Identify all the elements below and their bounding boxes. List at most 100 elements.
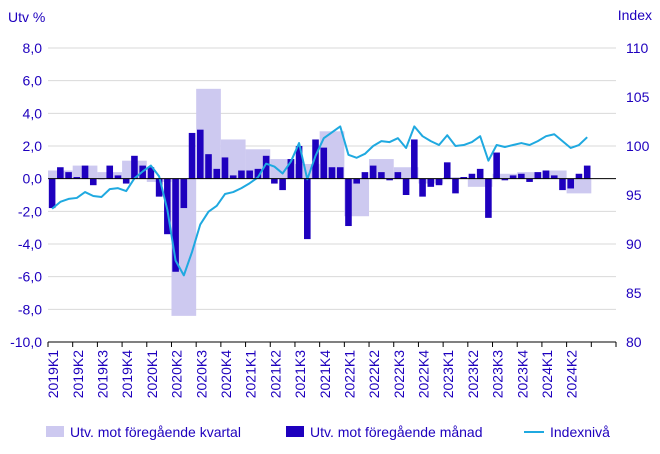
monthly-bar <box>386 178 393 181</box>
monthly-bar <box>180 178 188 209</box>
x-tick-label: 2022K3 <box>391 350 407 398</box>
monthly-bar <box>147 167 155 179</box>
monthly-bar <box>65 172 72 179</box>
monthly-bar <box>361 172 369 179</box>
x-tick-label: 2021K2 <box>267 350 283 398</box>
monthly-bar <box>131 155 138 179</box>
monthly-bar <box>378 172 385 179</box>
quarterly-bar <box>393 167 419 179</box>
y-left-tick-label: 4,0 <box>23 105 43 121</box>
legend: Utv. mot föregående kvartal Utv. mot för… <box>46 424 610 440</box>
monthly-bar <box>221 157 229 179</box>
x-tick-label: 2020K3 <box>193 350 209 398</box>
monthly-bar <box>328 167 336 179</box>
quarterly-bar <box>492 173 518 179</box>
quarterly-bar <box>467 178 493 187</box>
monthly-bar <box>188 132 196 179</box>
x-tick-label: 2022K2 <box>366 350 382 398</box>
monthly-bar <box>213 168 221 179</box>
x-tick-label: 2023K3 <box>490 350 506 398</box>
legend-label-index: Indexnivå <box>550 424 610 440</box>
monthly-bar <box>476 168 484 179</box>
monthly-bar <box>336 167 344 179</box>
x-tick-label: 2020K2 <box>169 350 185 398</box>
x-tick-label: 2022K4 <box>416 350 432 398</box>
index-line-group <box>51 125 588 277</box>
x-tick-label: 2021K3 <box>292 350 308 398</box>
monthly-bar <box>172 178 179 272</box>
monthly-bar <box>229 175 237 179</box>
y-right-tick-label: 80 <box>626 334 642 350</box>
y-left-title: Utv % <box>8 9 45 25</box>
monthly-bar <box>238 170 245 179</box>
monthly-bar <box>271 178 278 184</box>
monthly-bar <box>48 178 56 209</box>
monthly-bar <box>468 173 476 179</box>
y-left-tick-label: -8,0 <box>18 301 42 317</box>
y-left-tick-label: -2,0 <box>18 203 42 219</box>
legend-swatch-monthly <box>286 426 304 437</box>
monthly-bar <box>205 154 212 179</box>
monthly-bar <box>583 165 591 179</box>
legend-label-monthly: Utv. mot föregående månad <box>310 424 483 440</box>
quarterly-bar <box>517 172 542 179</box>
monthly-bar <box>122 178 130 184</box>
monthly-bar <box>443 162 451 179</box>
y-left-tick-label: -10,0 <box>10 334 42 350</box>
x-tick-label: 2019K1 <box>45 350 61 398</box>
y-right-tick-label: 90 <box>626 236 642 252</box>
y-left-tick-label: 0,0 <box>23 171 43 187</box>
monthly-bar <box>509 175 517 179</box>
monthly-bar <box>196 129 204 179</box>
y-right-title: Index <box>618 7 652 23</box>
monthly-bar <box>567 178 575 189</box>
monthly-bar <box>345 178 352 227</box>
x-tick-label: 2019K4 <box>119 350 135 398</box>
monthly-bar <box>246 170 253 179</box>
x-tick-label: 2024K2 <box>564 350 580 398</box>
monthly-bar <box>81 165 89 179</box>
x-tick-label: 2023K2 <box>465 350 481 398</box>
monthly-bar <box>106 165 114 179</box>
y-left-tick-label: 6,0 <box>23 73 43 89</box>
x-tick-label: 2023K4 <box>514 350 530 398</box>
y-left-tick-label: 2,0 <box>23 138 43 154</box>
monthly-bar <box>89 178 97 186</box>
monthly-bar <box>550 175 558 179</box>
x-tick-label: 2019K2 <box>70 350 86 398</box>
monthly-bar <box>73 177 81 179</box>
monthly-bar <box>57 167 64 179</box>
monthly-bar <box>369 165 377 179</box>
monthly-bar <box>254 168 262 179</box>
monthly-bar <box>402 178 410 195</box>
y-right-tick-label: 95 <box>626 187 642 203</box>
legend-label-quarterly: Utv. mot föregående kvartal <box>70 424 241 440</box>
gridlines <box>48 47 616 343</box>
y-right-tick-label: 100 <box>626 138 650 154</box>
x-tick-label: 2021K4 <box>317 350 333 398</box>
monthly-bar <box>353 178 360 184</box>
y-right-tick-label: 105 <box>626 89 650 105</box>
monthly-bar <box>575 173 583 179</box>
y-right-tick-label: 110 <box>626 40 649 56</box>
monthly-bar <box>394 172 402 179</box>
monthly-bar <box>320 147 328 179</box>
x-tick-label: 2020K1 <box>144 350 160 398</box>
monthly-bar <box>542 170 550 179</box>
axes: 8,0 6,0 4,0 2,0 0,0 -2,0 -4,0 -6,0 -8,0 -10,0 110 1… <box>10 40 649 398</box>
monthly-bar <box>452 178 459 194</box>
y-left-tick-label: 8,0 <box>23 40 43 56</box>
monthly-bar <box>501 178 509 181</box>
monthly-bar <box>279 178 286 191</box>
monthly-bar <box>460 177 468 179</box>
monthly-bar <box>559 178 566 191</box>
monthly-bar <box>114 175 122 179</box>
monthly-bar <box>304 178 311 240</box>
x-tick-label: 2019K3 <box>95 350 111 398</box>
quarterly-bars <box>48 88 592 316</box>
x-tick-label: 2020K4 <box>218 350 234 398</box>
monthly-bar <box>419 178 426 197</box>
y-left-tick-label: -4,0 <box>18 236 42 252</box>
quarterly-bar <box>443 177 468 179</box>
